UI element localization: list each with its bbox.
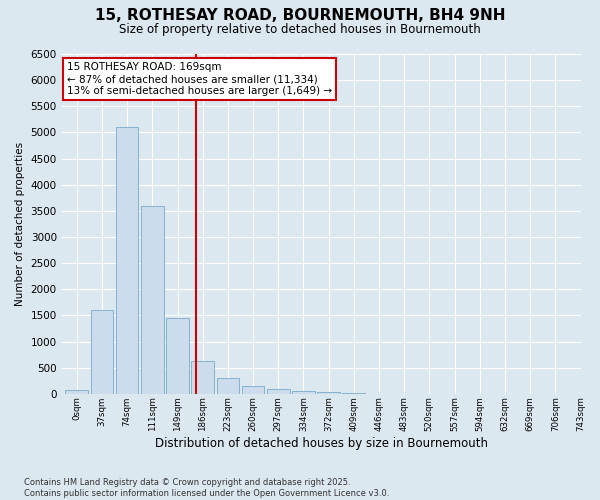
Bar: [267, 388, 290, 394]
Text: 15 ROTHESAY ROAD: 169sqm
← 87% of detached houses are smaller (11,334)
13% of se: 15 ROTHESAY ROAD: 169sqm ← 87% of detach…: [67, 62, 332, 96]
Text: 15, ROTHESAY ROAD, BOURNEMOUTH, BH4 9NH: 15, ROTHESAY ROAD, BOURNEMOUTH, BH4 9NH: [95, 8, 505, 22]
Bar: [191, 362, 214, 394]
X-axis label: Distribution of detached houses by size in Bournemouth: Distribution of detached houses by size …: [155, 437, 488, 450]
Bar: [217, 378, 239, 394]
Bar: [116, 127, 139, 394]
Bar: [141, 206, 164, 394]
Bar: [242, 386, 265, 394]
Bar: [343, 392, 365, 394]
Bar: [166, 318, 189, 394]
Bar: [317, 392, 340, 394]
Text: Contains HM Land Registry data © Crown copyright and database right 2025.
Contai: Contains HM Land Registry data © Crown c…: [24, 478, 389, 498]
Y-axis label: Number of detached properties: Number of detached properties: [15, 142, 25, 306]
Bar: [65, 390, 88, 394]
Bar: [292, 390, 315, 394]
Text: Size of property relative to detached houses in Bournemouth: Size of property relative to detached ho…: [119, 22, 481, 36]
Bar: [91, 310, 113, 394]
